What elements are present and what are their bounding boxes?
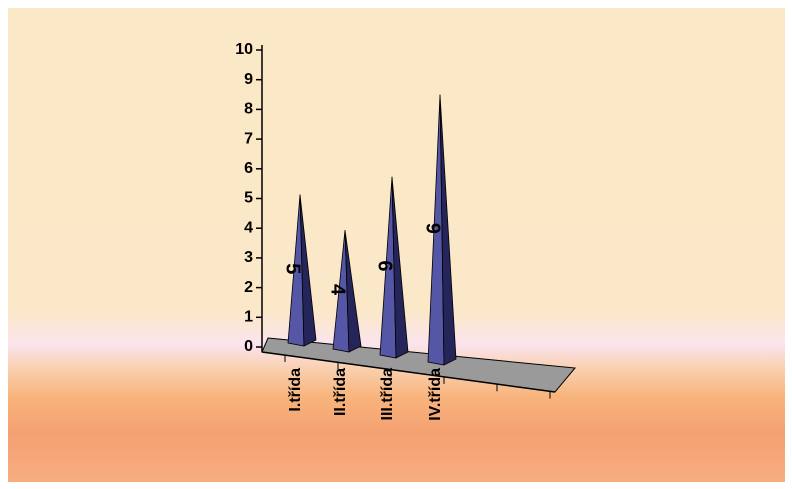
pyramid-right-face bbox=[344, 230, 362, 353]
floor bbox=[261, 337, 576, 393]
data-label: 5 bbox=[282, 263, 304, 274]
y-tick-label: 6 bbox=[244, 160, 253, 177]
x-tick-label: II.třída bbox=[332, 368, 349, 416]
x-tick-label: I.třída bbox=[287, 368, 304, 412]
pyramid-right-face bbox=[391, 176, 409, 359]
x-axis bbox=[261, 351, 556, 393]
x-tick-label: III.třída bbox=[379, 368, 396, 421]
y-tick-label: 4 bbox=[244, 219, 253, 236]
data-label: 6 bbox=[374, 260, 396, 271]
y-tick-label: 5 bbox=[244, 190, 253, 207]
data-label: 9 bbox=[422, 223, 444, 234]
x-tick-label: IV.třída bbox=[427, 368, 444, 421]
pyramid-right-face bbox=[439, 94, 457, 366]
data-label: 4 bbox=[327, 284, 349, 296]
y-tick-label: 10 bbox=[235, 41, 253, 58]
y-tick-label: 3 bbox=[244, 249, 253, 266]
y-tick-label: 8 bbox=[244, 101, 253, 118]
y-tick-label: 0 bbox=[244, 338, 253, 355]
y-tick-label: 7 bbox=[244, 130, 253, 147]
y-tick-label: 9 bbox=[244, 71, 253, 88]
pyramid-right-face bbox=[299, 194, 317, 347]
y-tick-label: 1 bbox=[244, 309, 253, 326]
y-tick-label: 2 bbox=[244, 279, 253, 296]
